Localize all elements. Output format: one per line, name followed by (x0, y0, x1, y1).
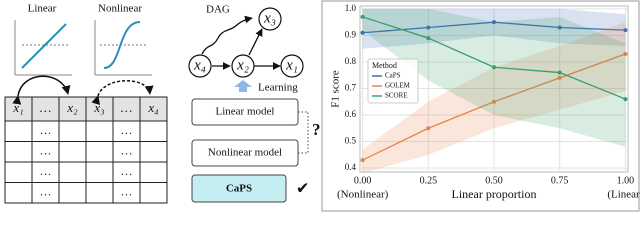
y-tick-label: 1.0 (345, 3, 357, 13)
body-cell: … (40, 143, 52, 157)
y-tick-label: 0.6 (345, 109, 357, 119)
point (623, 28, 628, 33)
body-cell: … (40, 184, 52, 198)
dag-title: DAG (206, 4, 230, 16)
point (426, 36, 431, 41)
node-label: x₁ (285, 57, 298, 73)
legend-title: Method (372, 61, 397, 70)
header-cell: x₃ (93, 100, 104, 115)
legend-label: CaPS (385, 72, 401, 80)
point (623, 51, 628, 56)
dag-nodes (188, 7, 304, 78)
legend-label: SCORE (385, 92, 408, 100)
model-label: Linear model (216, 106, 275, 118)
y-tick-label: 0.5 (345, 136, 357, 146)
learning-arrow (234, 80, 252, 92)
question-mark: ? (312, 120, 321, 139)
y-tick-label: 0.4 (345, 162, 357, 172)
point (426, 126, 431, 131)
error-band (362, 8, 626, 147)
point (360, 14, 365, 19)
learning-label: Learning (258, 82, 298, 94)
chart: 0.4 0.5 0.6 0.7 0.8 0.9 1.0 0.00 0.25 0.50 0.75 1.0… (330, 3, 640, 201)
y-tick-label: 0.9 (345, 29, 357, 39)
check-mark: ✔ (296, 179, 309, 198)
legend-label: GOLEM (385, 82, 411, 90)
point (360, 30, 365, 35)
header-cell: … (40, 100, 52, 115)
body-cell: … (121, 143, 133, 157)
body-cell: … (121, 164, 133, 178)
x-tick-label: 0.00 (354, 175, 372, 186)
model-boxes (191, 98, 309, 203)
header-cell: … (121, 100, 133, 115)
header-cell: x₄ (147, 100, 159, 115)
plot-label: Nonlinear (98, 3, 142, 15)
body-cell: … (40, 123, 52, 137)
x-tick-label: 0.50 (485, 175, 503, 186)
model-label: Nonlinear model (208, 147, 282, 159)
x-annotation: (Linear) (607, 189, 640, 201)
node-label: x₃ (263, 10, 276, 26)
point (360, 158, 365, 163)
header-cell: x₁ (12, 100, 23, 115)
x-tick-label: 0.25 (420, 175, 438, 186)
figure: Linear Nonlinear x₁… x₂ x₃… x₄…………………… DAG … (4, 0, 640, 212)
plot-label: Linear (28, 3, 57, 15)
swap-arrow (12, 75, 71, 105)
point (492, 99, 496, 104)
x-axis-label: Linear proportion (452, 187, 537, 201)
node-label: x₂ (236, 57, 249, 73)
node-label: x₄ (193, 57, 206, 73)
data-table: x₁ … x₂ x₃ … x₄ … … … … … … … … (4, 96, 168, 204)
legend-box (367, 58, 419, 104)
y-tick-label: 0.8 (345, 56, 357, 66)
x-tick-label: 0.75 (551, 175, 569, 186)
point (557, 75, 562, 80)
body-cell: … (121, 123, 133, 137)
point (492, 65, 496, 70)
y-tick-label: 0.7 (345, 83, 357, 93)
swap-arrow (91, 80, 154, 106)
x-annotation: (Nonlinear) (337, 189, 389, 201)
point (623, 97, 628, 102)
point (492, 20, 496, 25)
dag-edges (201, 15, 281, 70)
point (557, 25, 562, 30)
body-cell: … (40, 164, 52, 178)
error-band (362, 22, 626, 174)
y-axis-label: F1 score (330, 70, 342, 108)
header-cell: x₂ (66, 100, 78, 115)
point (426, 25, 431, 30)
mini-plots (14, 20, 152, 76)
x-tick-label: 1.00 (617, 175, 635, 186)
body-cell: … (121, 184, 133, 198)
model-label: CaPS (226, 183, 252, 195)
point (557, 70, 562, 75)
